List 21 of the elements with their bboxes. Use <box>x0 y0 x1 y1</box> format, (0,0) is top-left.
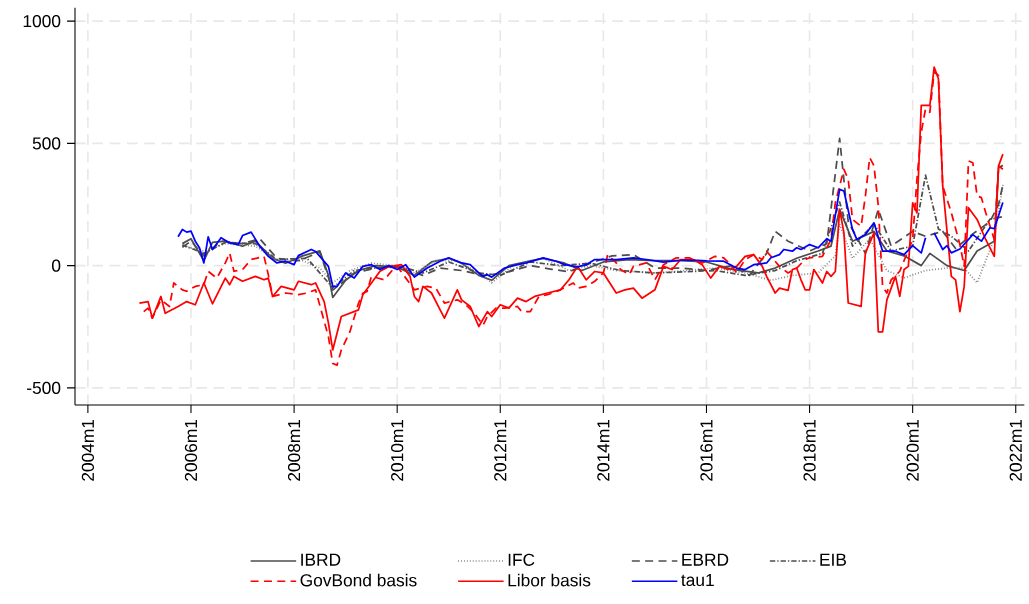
legend-label: EIB <box>820 553 846 566</box>
x-tick-label: 2010m1 <box>391 419 404 481</box>
x-tick-label: 2004m1 <box>81 419 95 481</box>
y-tick-label: 0 <box>52 259 61 272</box>
legend-label: IBRD <box>301 553 341 566</box>
x-tick-label: 2008m1 <box>287 419 301 481</box>
y-tick-label: 500 <box>32 137 61 150</box>
x-tick-label: 2022m1 <box>1009 419 1022 481</box>
x-tick-label: 2016m1 <box>700 419 713 481</box>
y-tick-label: 1000 <box>23 14 61 28</box>
x-tick-label: 2012m1 <box>494 419 507 481</box>
x-tick-label: 2014m1 <box>597 419 610 481</box>
x-tick-label: 2018m1 <box>803 419 816 481</box>
legend-label: EBRD <box>682 553 729 566</box>
legend-label: GovBond basis <box>300 573 417 587</box>
y-tick-label: -500 <box>27 381 61 395</box>
x-tick-label: 2020m1 <box>906 419 919 481</box>
legend-label: IFC <box>508 553 535 566</box>
x-tick-label: 2006m1 <box>184 419 198 481</box>
legend-label: Libor basis <box>508 573 591 587</box>
legend-label: tau1 <box>681 574 714 587</box>
